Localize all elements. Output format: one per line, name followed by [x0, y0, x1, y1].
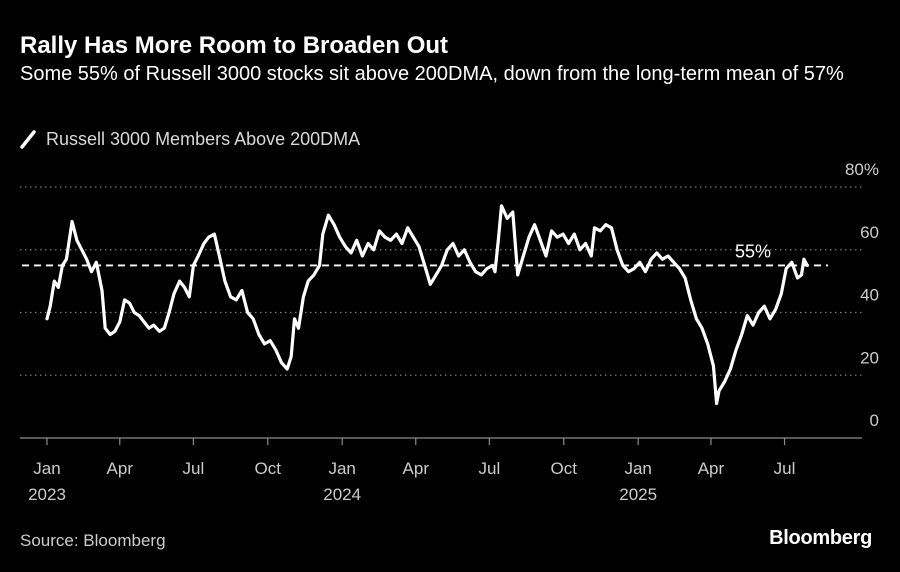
legend-swatch-icon — [20, 130, 36, 149]
y-tick-label: 40 — [860, 286, 879, 305]
x-tick-label: Apr — [107, 459, 134, 478]
x-tick-label: Jan — [624, 459, 651, 478]
x-tick-year-label: 2023 — [28, 485, 66, 504]
legend-label: Russell 3000 Members Above 200DMA — [46, 128, 361, 149]
x-tick-label: Apr — [698, 459, 725, 478]
y-axis: 0 20 40 60 80% — [845, 160, 879, 430]
source-note: Source: Bloomberg — [20, 531, 166, 550]
y-tick-label: 80% — [845, 160, 879, 179]
series-line — [45, 204, 809, 406]
x-tick-label: Jul — [774, 459, 796, 478]
x-tick-year-label: 2025 — [619, 485, 657, 504]
x-tick-year-label: 2024 — [323, 485, 361, 504]
x-tick-label: Jan — [33, 459, 60, 478]
x-tick-label: Jul — [478, 459, 500, 478]
x-tick-label: Jul — [183, 459, 205, 478]
x-axis-labels: Jan 2023 Apr Jul Oct Jan 2024 Apr Jul Oct Jan 2025 A… — [28, 459, 795, 504]
x-axis — [20, 437, 862, 445]
chart-legend: Russell 3000 Members Above 200DMA — [20, 128, 360, 150]
series-group — [45, 204, 809, 406]
y-tick-label: 60 — [860, 223, 879, 242]
x-tick-label: Jan — [328, 459, 355, 478]
gridlines — [20, 186, 862, 376]
reference-line-label: 55% — [735, 241, 771, 261]
chart-subtitle: Some 55% of Russell 3000 stocks sit abov… — [20, 63, 844, 85]
x-tick-label: Oct — [551, 459, 578, 478]
chart-title: Rally Has More Room to Broaden Out — [20, 32, 449, 59]
y-tick-label: 0 — [870, 411, 879, 430]
x-tick-label: Apr — [403, 459, 430, 478]
x-tick-label: Oct — [255, 459, 282, 478]
bloomberg-logo: Bloomberg — [769, 527, 872, 549]
y-tick-label: 20 — [860, 348, 879, 367]
